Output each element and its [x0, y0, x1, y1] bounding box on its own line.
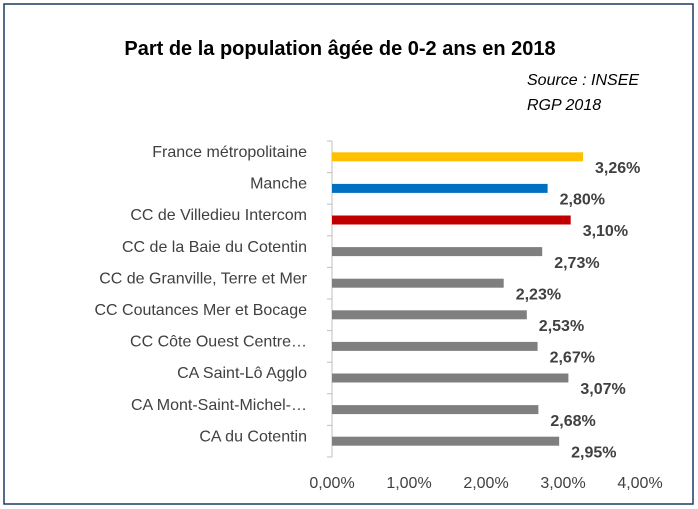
- y-tick-label: CA Mont-Saint-Michel-…: [131, 397, 307, 414]
- data-label: 2,23%: [516, 286, 561, 303]
- x-tick-label: 2,00%: [463, 475, 508, 492]
- data-label: 3,10%: [583, 223, 628, 240]
- data-label: 2,67%: [550, 350, 595, 367]
- data-label: 3,07%: [580, 381, 625, 398]
- data-label: 2,53%: [539, 318, 584, 335]
- y-tick-label: France métropolitaine: [152, 144, 307, 161]
- x-tick-label: 3,00%: [540, 475, 585, 492]
- y-tick-label: CC Coutances Mer et Bocage: [94, 302, 307, 319]
- bar: [332, 341, 538, 351]
- bar: [332, 183, 548, 193]
- y-tick-label: CC de la Baie du Cotentin: [122, 239, 307, 256]
- bar: [332, 436, 560, 446]
- bar: [332, 247, 543, 257]
- bar: [332, 373, 569, 383]
- y-tick-label: CC Côte Ouest Centre…: [130, 334, 307, 351]
- bar: [332, 215, 571, 225]
- source-note: Source : INSEE RGP 2018: [527, 72, 640, 114]
- y-tick-label: CC de Villedieu Intercom: [130, 207, 307, 224]
- data-label: 2,68%: [550, 413, 595, 430]
- data-label: 3,26%: [595, 160, 640, 177]
- x-tick-label: 1,00%: [386, 475, 431, 492]
- bar: [332, 405, 539, 415]
- x-tick-label: 4,00%: [617, 475, 662, 492]
- y-tick-label: CA du Cotentin: [199, 428, 307, 445]
- bar: [332, 278, 504, 288]
- y-tick-label: CA Saint-Lô Agglo: [177, 365, 307, 382]
- y-tick-label: Manche: [250, 176, 307, 193]
- data-label: 2,73%: [554, 255, 599, 272]
- bar: [332, 152, 584, 162]
- x-tick-label: 0,00%: [309, 475, 354, 492]
- bar: [332, 310, 527, 320]
- y-tick-label: CC de Granville, Terre et Mer: [99, 270, 307, 287]
- data-label: 2,80%: [560, 192, 605, 209]
- data-label: 2,95%: [571, 444, 616, 461]
- chart-title: Part de la population âgée de 0-2 ans en…: [124, 38, 556, 60]
